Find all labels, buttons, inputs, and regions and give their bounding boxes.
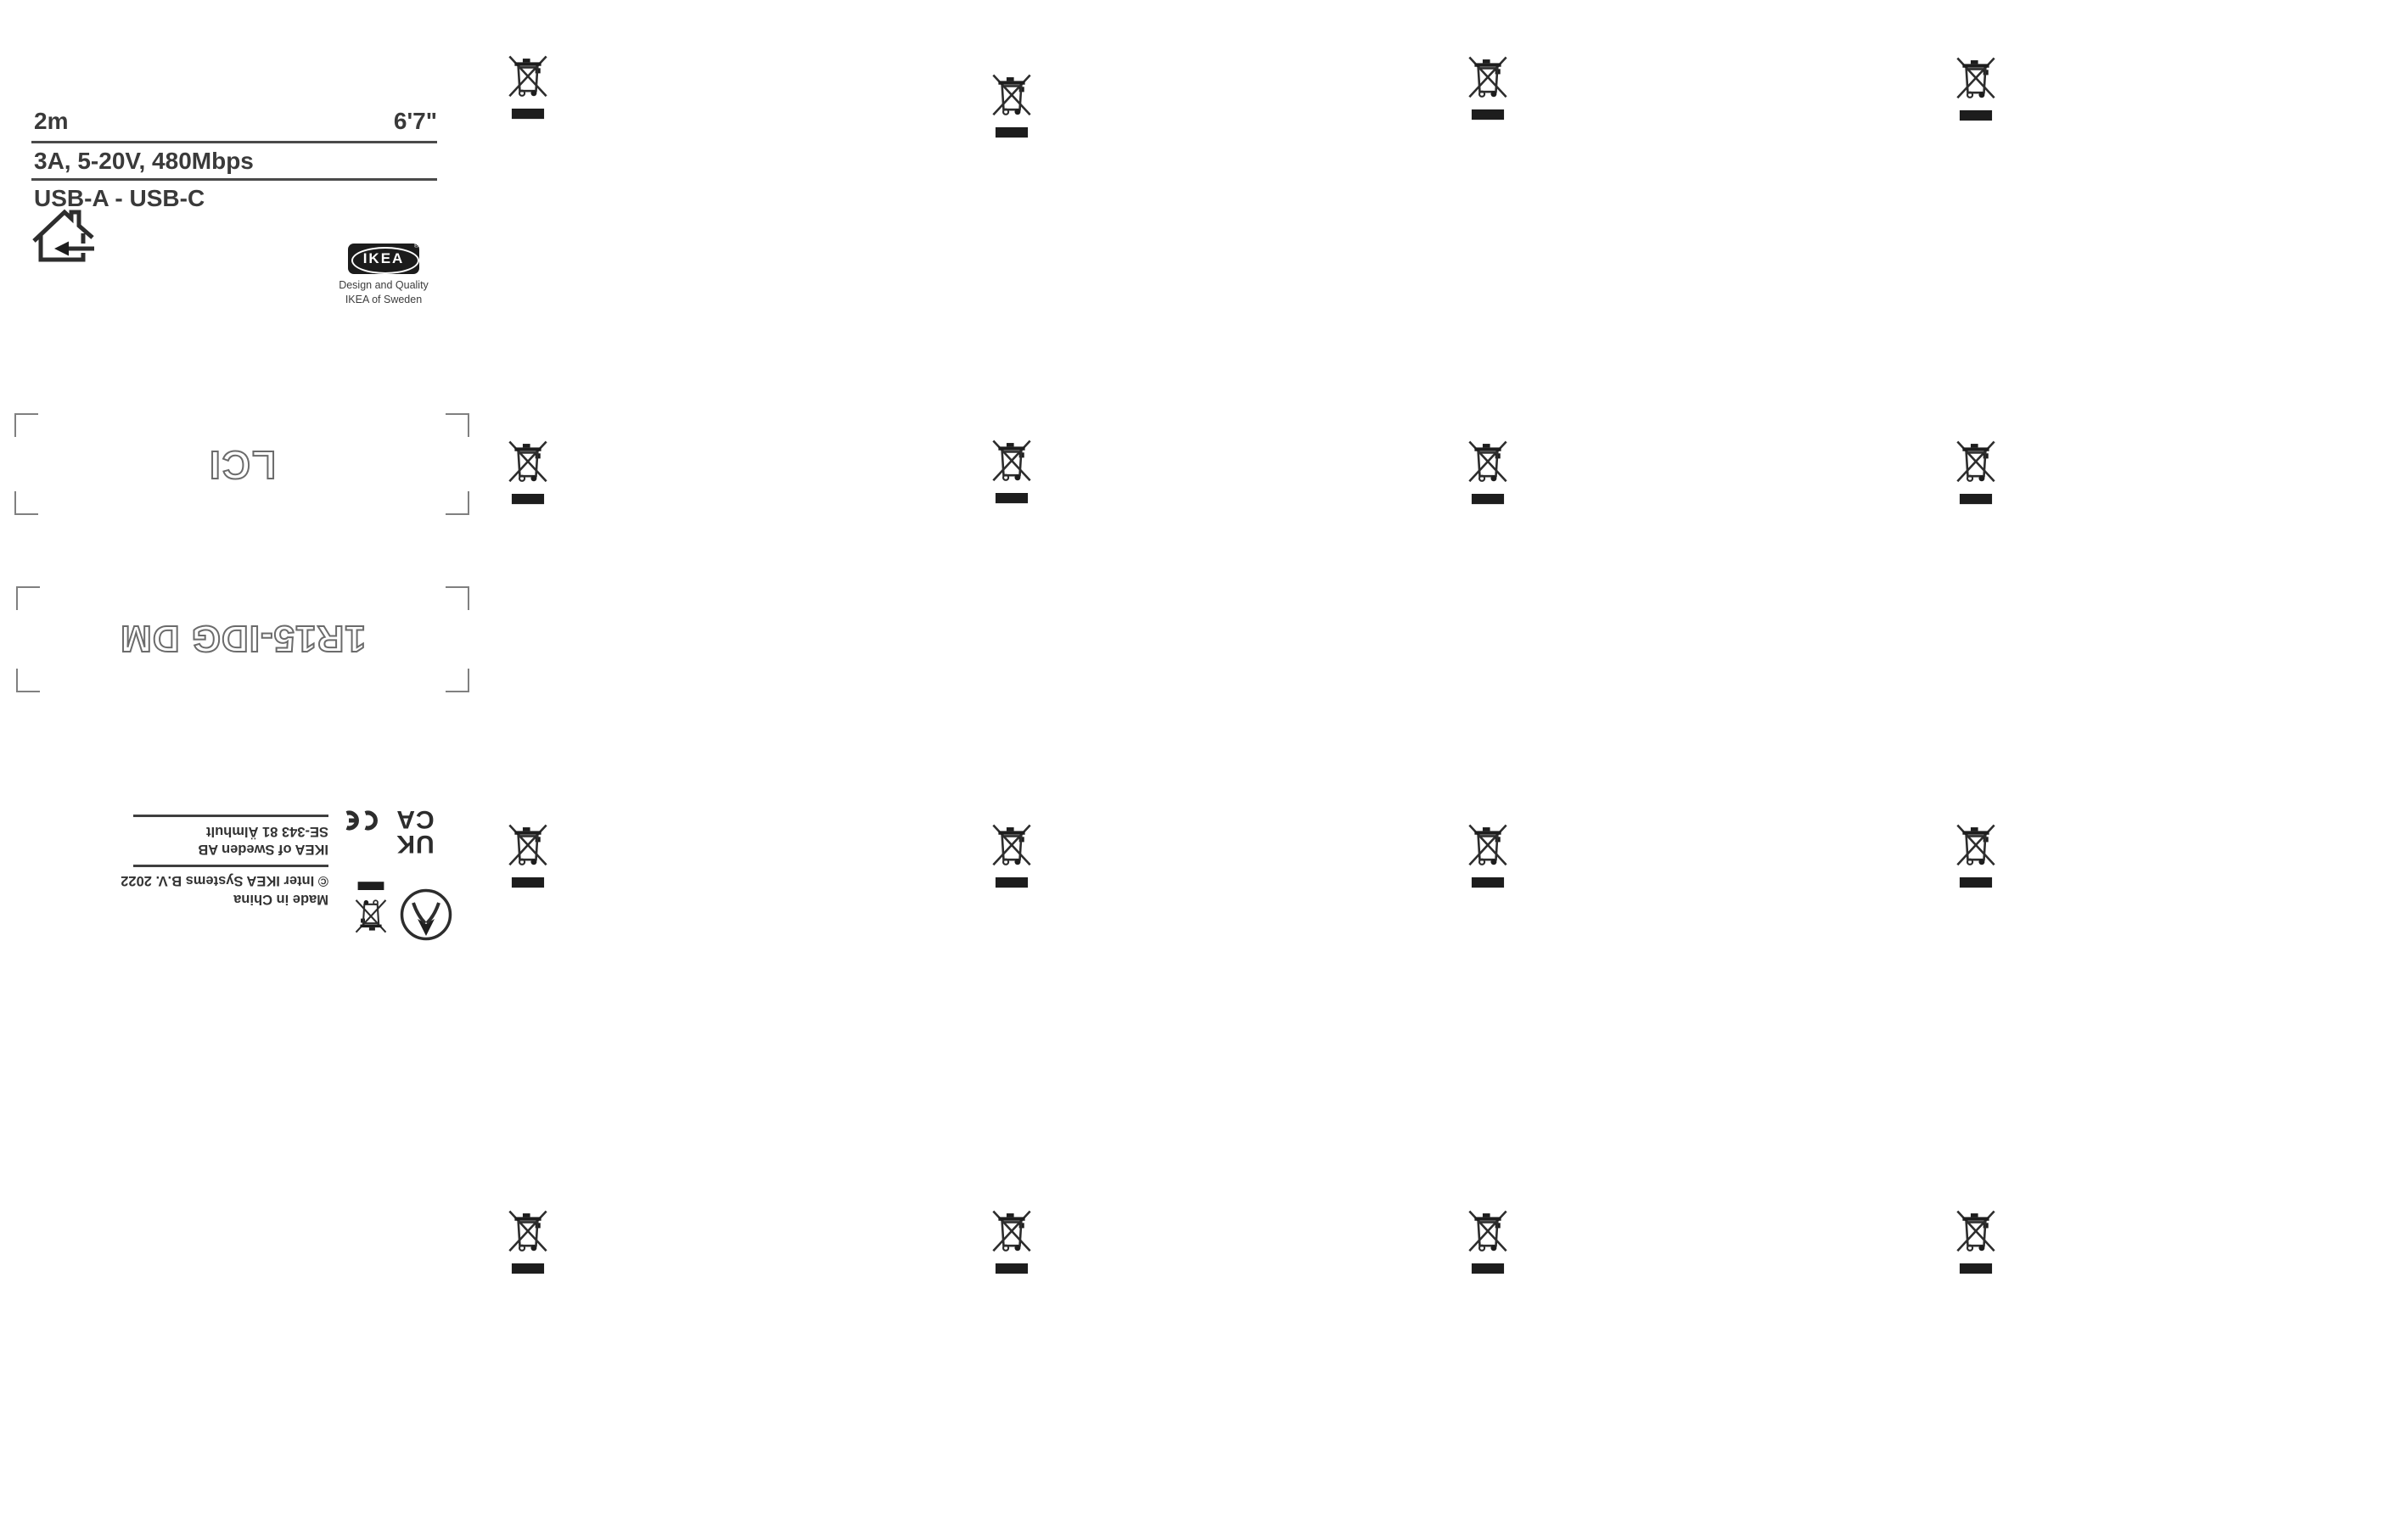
weee-icon [1954, 54, 1998, 122]
weee-icon [353, 870, 389, 942]
crop-mark-icon [16, 586, 40, 610]
spec-label: 2m 6'7" 3A, 5-20V, 480Mbps USB-A - USB-C [31, 109, 437, 211]
print-code-lci: LCI [207, 442, 277, 488]
connector-spec: USB-A - USB-C [34, 185, 205, 211]
crop-mark-icon [446, 669, 469, 692]
crop-mark-icon [14, 413, 38, 437]
ukca-bottom: CA [396, 805, 435, 833]
ukca-mark-icon: UK CA [393, 805, 437, 858]
indoor-use-icon [32, 209, 94, 262]
crop-mark-icon [446, 491, 469, 515]
ikea-wordmark: IKEA [362, 250, 405, 266]
cable-length-metric: 2m [34, 108, 69, 134]
weee-icon [1466, 1207, 1510, 1275]
made-in-text: Made in China [233, 892, 328, 907]
print-code-batch: 1R15-IDG DM [119, 617, 367, 660]
weee-icon [1466, 53, 1510, 121]
cable-length-imperial: 6'7" [393, 108, 437, 134]
weee-icon [1954, 1207, 1998, 1275]
crop-mark-icon [446, 586, 469, 610]
weee-icon [506, 821, 550, 889]
ikea-tagline: Design and Quality IKEA of Sweden [324, 278, 443, 307]
weee-icon [1466, 821, 1510, 889]
print-marking-box-1: LCI [14, 413, 469, 515]
crop-mark-icon [16, 669, 40, 692]
address-line1: IKEA of Sweden AB [198, 842, 328, 857]
divider-rule [133, 865, 328, 867]
electrical-spec: 3A, 5-20V, 480Mbps [34, 148, 254, 174]
crop-mark-icon [446, 413, 469, 437]
divider-rule [133, 815, 328, 817]
divider-rule [31, 141, 437, 143]
weee-icon [990, 1207, 1034, 1275]
weee-icon [1954, 821, 1998, 889]
copyright-text: © Inter IKEA Systems B.V. 2022 [121, 873, 328, 888]
weee-icon [506, 438, 550, 506]
weee-icon [990, 437, 1034, 505]
weee-icon [506, 53, 550, 120]
ukca-top: UK [396, 830, 435, 858]
weee-icon [1954, 438, 1998, 506]
ikea-logo: IKEA ® [348, 244, 419, 274]
triman-icon [400, 888, 452, 941]
weee-icon [506, 1207, 550, 1275]
ikea-logo-ellipse [351, 247, 419, 274]
weee-icon [990, 71, 1034, 139]
ikea-tagline-line1: Design and Quality [339, 279, 429, 291]
weee-icon [990, 821, 1034, 889]
registered-trademark-icon: ® [413, 244, 418, 249]
crop-mark-icon [14, 491, 38, 515]
regulatory-block: UK CA Made in China © Inter IKEA Systems… [121, 801, 454, 942]
ce-mark-icon [345, 810, 378, 831]
ikea-tagline-line2: IKEA of Sweden [345, 294, 423, 305]
divider-rule [31, 178, 437, 181]
print-marking-box-2: 1R15-IDG DM [16, 586, 469, 692]
address-line2: SE-343 81 Älmhult [206, 824, 328, 839]
weee-icon [1466, 438, 1510, 506]
